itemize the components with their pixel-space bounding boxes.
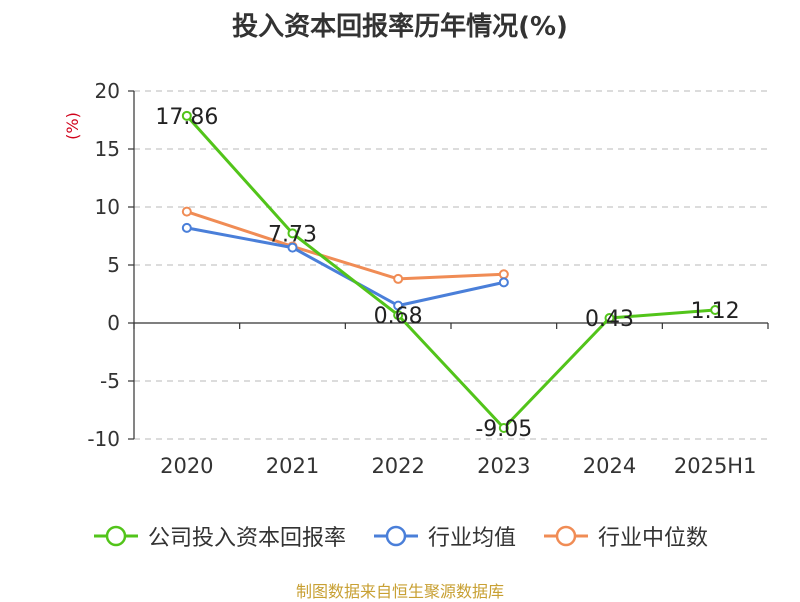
data-label: 17.86: [155, 105, 218, 130]
axis-layer: 20 15 10 5 0 -5 -10 2020 2021 2022 2023 2024 2025H1 (…: [63, 79, 769, 478]
series-line: [186, 210, 504, 281]
legend-line-marker-icon: [93, 525, 138, 547]
y-tick-label: 5: [107, 253, 120, 277]
data-point: [181, 206, 192, 217]
y-axis-label: (%): [63, 112, 82, 140]
data-label: 0.43: [585, 307, 634, 332]
y-tick-label: 20: [95, 79, 120, 103]
x-tick-label: 2025H1: [674, 454, 757, 478]
legend-item: 公司投入资本回报率: [92, 520, 346, 552]
x-tick-label: 2024: [583, 454, 636, 478]
x-tick-label: 2020: [160, 454, 213, 478]
data-point: [393, 300, 404, 311]
data-point: [393, 273, 404, 284]
data-label: 1.12: [691, 299, 740, 324]
series-line: [185, 114, 716, 430]
chart-title: 投入资本回报率历年情况(%): [232, 12, 568, 42]
data-label: 0.68: [374, 304, 423, 329]
legend-item: 行业均值: [372, 520, 516, 552]
data-point: [181, 222, 192, 233]
y-tick-label: -10: [87, 427, 120, 451]
y-tick-label: 0: [107, 311, 120, 335]
data-point: [498, 269, 509, 280]
series-line: [186, 226, 505, 308]
grid-layer: [134, 90, 768, 440]
data-point: [393, 310, 404, 321]
data-point: [181, 110, 192, 121]
data-point: [287, 228, 298, 239]
x-tick-label: 2021: [266, 454, 319, 478]
x-tick-label: 2023: [477, 454, 530, 478]
legend-line-marker-icon: [373, 525, 418, 547]
legend-item: 行业中位数: [542, 520, 708, 552]
legend-label: 行业均值: [427, 526, 516, 551]
series-layer: [181, 110, 721, 433]
source-text: 制图数据来自恒生聚源数据库: [295, 582, 504, 601]
data-point: [498, 422, 509, 433]
data-point: [710, 305, 721, 316]
data-point: [287, 242, 298, 253]
x-tick-label: 2022: [371, 454, 424, 478]
legend-label: 行业中位数: [598, 526, 709, 551]
data-point: [604, 313, 615, 324]
legend-label: 公司投入资本回报率: [147, 526, 346, 551]
data-point: [498, 277, 509, 288]
data-label: -9.05: [475, 417, 532, 442]
data-label: 7.73: [268, 222, 317, 247]
legend: 公司投入资本回报率 行业均值 行业中位数: [0, 520, 800, 552]
legend-line-marker-icon: [544, 525, 588, 547]
y-tick-label: 15: [95, 137, 120, 161]
y-tick-label: -5: [100, 369, 120, 393]
y-tick-label: 10: [95, 195, 120, 219]
data-label-layer: 17.86 7.73 0.68 -9.05 0.43 1.12: [155, 105, 739, 442]
